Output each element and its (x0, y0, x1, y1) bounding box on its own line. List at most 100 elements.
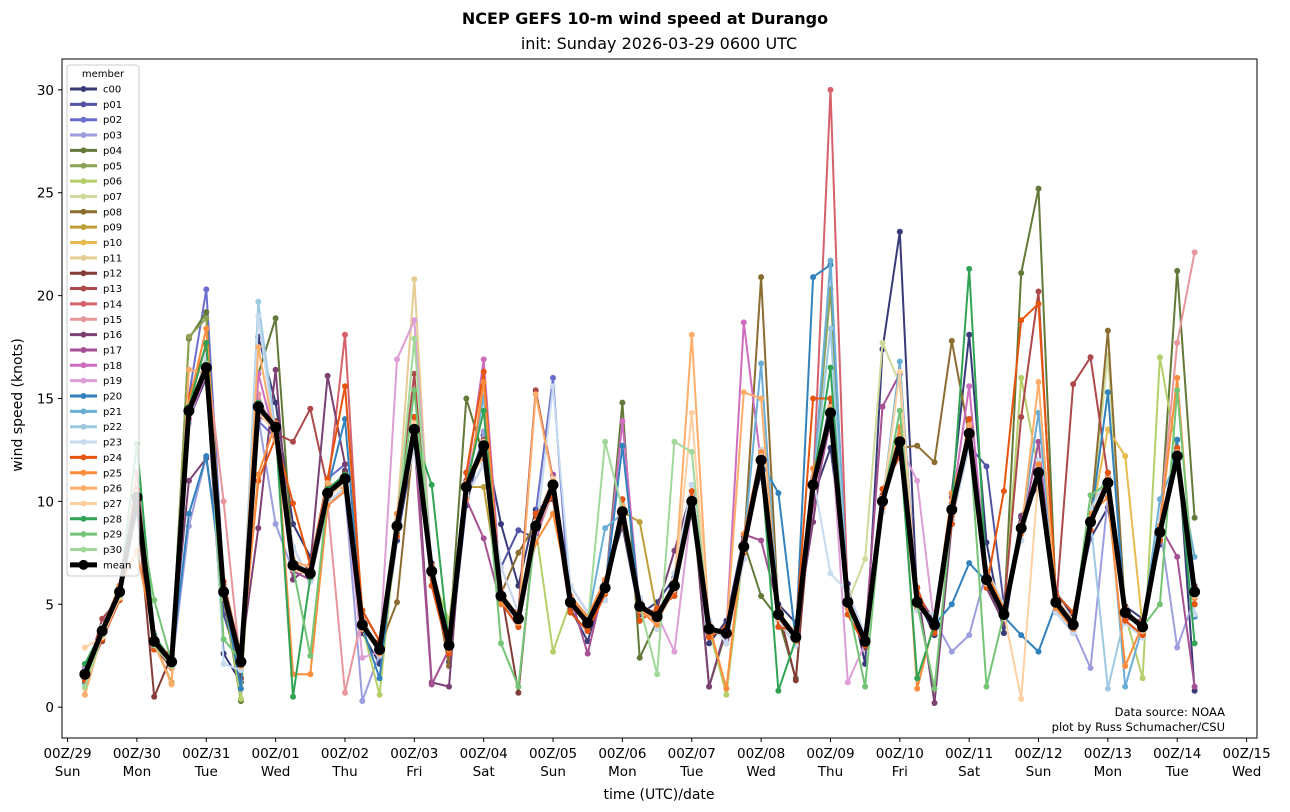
x-tick-label-day: Mon (608, 764, 636, 780)
data-point (636, 654, 643, 661)
data-point (1191, 611, 1198, 618)
mean-point (668, 580, 680, 592)
mean-point (270, 421, 282, 433)
data-point (1104, 469, 1111, 476)
data-point (1018, 632, 1025, 639)
legend-label: p02 (103, 115, 122, 126)
legend-title: member (82, 69, 125, 80)
data-point (203, 453, 210, 460)
data-point (1035, 379, 1042, 385)
data-point (81, 644, 88, 651)
x-tick-label-day: Wed (746, 764, 775, 780)
mean-layer (79, 362, 1201, 680)
legend-marker (80, 531, 87, 538)
y-axis: 0 5 10 15 20 25 30 (37, 83, 62, 716)
legend-item-p19: p19 (70, 376, 122, 387)
data-point (237, 685, 244, 692)
y-tick-label: 25 (37, 186, 54, 202)
data-point (255, 525, 262, 532)
legend-item-p02: p02 (70, 115, 122, 126)
x-tick-label-time: 00Z/06 (598, 746, 646, 762)
data-point (602, 525, 609, 532)
data-point (914, 477, 921, 484)
mean-point (166, 656, 178, 668)
data-point (1070, 630, 1077, 637)
data-point (948, 601, 955, 608)
legend-item-p10: p10 (70, 238, 122, 249)
data-point (342, 461, 348, 468)
mean-point (686, 495, 698, 507)
x-tick-label-time: 00Z/13 (1084, 746, 1132, 762)
data-point (1191, 601, 1198, 608)
legend-label: mean (103, 560, 131, 571)
data-point (185, 477, 192, 484)
data-point (237, 667, 244, 674)
data-point (758, 395, 765, 402)
y-tick-label: 5 (45, 597, 54, 613)
data-point (428, 681, 435, 688)
legend-label: p25 (103, 468, 122, 479)
data-point (255, 471, 262, 478)
data-point (584, 638, 591, 645)
mean-point (963, 428, 975, 439)
y-tick-label: 20 (37, 289, 54, 305)
legend-label: p06 (103, 177, 122, 188)
data-point (1035, 438, 1042, 445)
mean-point (790, 631, 802, 643)
legend-item-p29: p29 (70, 530, 122, 541)
mean-point (998, 609, 1010, 620)
mean-point (304, 567, 316, 579)
legend-label: p26 (103, 484, 122, 495)
mean-point (877, 495, 888, 507)
data-point (532, 510, 539, 517)
data-point (966, 265, 973, 272)
legend-item-p05: p05 (70, 161, 122, 172)
data-point (706, 634, 713, 641)
x-tick-label-day: Sat (958, 764, 980, 780)
legend-marker (80, 515, 87, 522)
data-point (532, 387, 539, 394)
data-point (1191, 683, 1198, 690)
data-point (515, 683, 522, 690)
data-point (1035, 288, 1042, 295)
data-point (515, 689, 522, 696)
data-point (1035, 461, 1042, 468)
data-point (619, 418, 626, 425)
data-point (1191, 687, 1198, 694)
legend-item-p09: p09 (70, 223, 122, 234)
data-point (185, 333, 192, 340)
legend-item-p03: p03 (70, 131, 122, 142)
mean-point (1033, 467, 1044, 479)
mean-point (1085, 516, 1096, 528)
data-point (411, 335, 418, 342)
data-point (480, 356, 487, 363)
data-point (827, 325, 834, 332)
legend-item-p28: p28 (70, 514, 122, 525)
legend-label: p05 (103, 161, 122, 172)
mean-point (599, 582, 611, 594)
data-point (810, 274, 817, 281)
data-point (983, 463, 990, 470)
legend-label: p07 (103, 192, 122, 203)
y-tick-label: 0 (45, 700, 54, 716)
data-point (1122, 663, 1129, 669)
data-point (723, 691, 730, 698)
legend-marker (80, 285, 87, 292)
legend-item-p13: p13 (70, 284, 122, 295)
data-point (290, 438, 296, 445)
legend-item-c00: c00 (70, 85, 121, 96)
data-point (654, 625, 661, 632)
mean-point (547, 479, 559, 491)
legend-item-p11: p11 (70, 253, 122, 264)
legend-marker (80, 546, 87, 553)
legend-label: p13 (103, 284, 122, 295)
legend-marker (80, 132, 87, 139)
mean-point (894, 436, 906, 448)
legend-label: p21 (103, 407, 122, 418)
data-point (480, 379, 487, 385)
legend-label: p08 (103, 207, 122, 218)
data-point (688, 481, 695, 488)
x-tick-label-day: Tue (679, 764, 703, 780)
legend-marker (80, 500, 87, 507)
